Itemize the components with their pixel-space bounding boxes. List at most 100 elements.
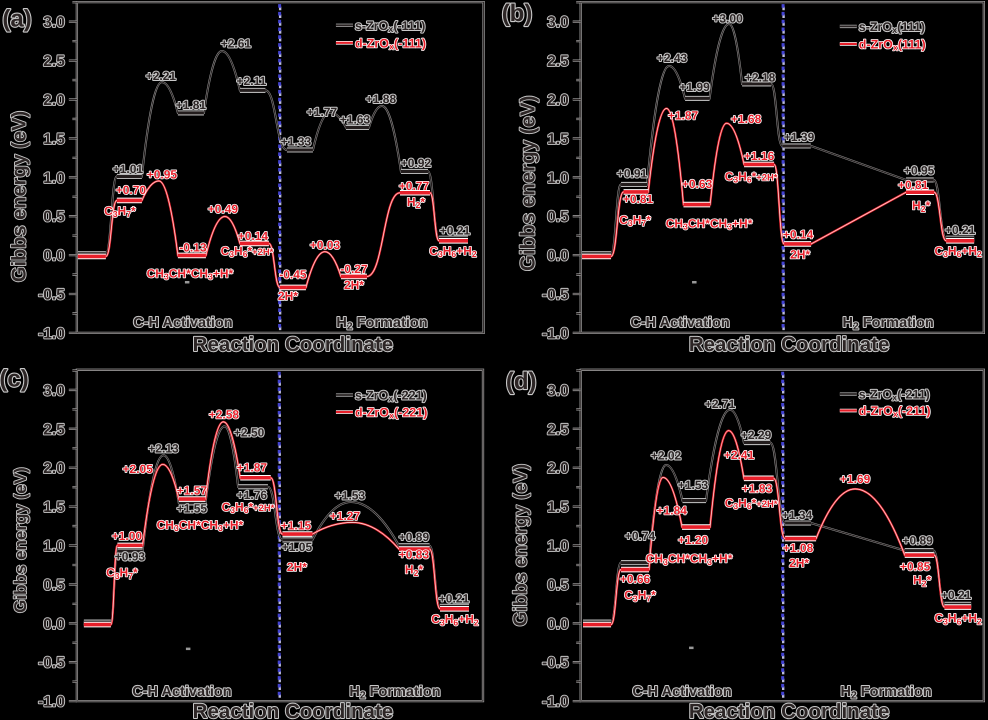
svg-text:2H*: 2H* bbox=[278, 289, 298, 303]
svg-text:+2.41: +2.41 bbox=[724, 448, 755, 462]
svg-text:+0.91: +0.91 bbox=[617, 166, 648, 180]
svg-text:+1.63: +1.63 bbox=[340, 112, 371, 126]
svg-text:Reaction Coordinate: Reaction Coordinate bbox=[689, 700, 890, 720]
svg-text:(b): (b) bbox=[502, 0, 533, 27]
svg-text:+2.13: +2.13 bbox=[148, 442, 179, 456]
svg-text:+1.83: +1.83 bbox=[742, 481, 773, 495]
svg-text:+1.01: +1.01 bbox=[113, 162, 144, 176]
svg-text:+1.00: +1.00 bbox=[112, 529, 143, 543]
svg-text:1.0: 1.0 bbox=[43, 538, 65, 555]
svg-text:+0.21: +0.21 bbox=[941, 588, 972, 602]
svg-text:H2​ Formation: H2​ Formation bbox=[841, 684, 932, 702]
svg-text:+0.83: +0.83 bbox=[399, 548, 430, 562]
svg-text:+1.69: +1.69 bbox=[840, 472, 871, 486]
svg-text:3.0: 3.0 bbox=[43, 14, 65, 31]
svg-text:2.0: 2.0 bbox=[547, 92, 569, 109]
svg-text:s-ZrOx​(-221): s-ZrOx​(-221) bbox=[355, 389, 427, 404]
svg-text:C3​H6​*+2H*: C3​H6​*+2H* bbox=[222, 500, 275, 515]
svg-text:+0.66: +0.66 bbox=[620, 572, 651, 586]
svg-text:s-ZrOx​(-111): s-ZrOx​(-111) bbox=[355, 19, 425, 34]
svg-text:1.0: 1.0 bbox=[547, 170, 569, 187]
svg-text:1.5: 1.5 bbox=[43, 131, 65, 148]
svg-text:+2.50: +2.50 bbox=[234, 426, 265, 440]
svg-text:(d): (d) bbox=[506, 368, 537, 395]
svg-text:+1.33: +1.33 bbox=[281, 134, 312, 148]
svg-text:+0.14: +0.14 bbox=[783, 227, 814, 241]
svg-text:0.5: 0.5 bbox=[43, 577, 65, 594]
svg-text:CH3​CH*CH3​+H*: CH3​CH*CH3​+H* bbox=[157, 518, 244, 533]
svg-text:C3​H7​*: C3​H7​* bbox=[104, 204, 136, 219]
svg-text:+1.08: +1.08 bbox=[783, 541, 814, 555]
svg-text:Reaction Coordinate: Reaction Coordinate bbox=[689, 333, 890, 356]
svg-text:-0.5: -0.5 bbox=[38, 286, 65, 303]
svg-text:+1.27: +1.27 bbox=[330, 509, 361, 523]
svg-text:+1.81: +1.81 bbox=[176, 98, 207, 112]
svg-text:C3​H7​*: C3​H7​* bbox=[106, 566, 138, 581]
svg-text:+1.99: +1.99 bbox=[679, 80, 710, 94]
svg-text:+0.77: +0.77 bbox=[399, 179, 430, 193]
svg-text:2.0: 2.0 bbox=[43, 92, 65, 109]
svg-text:-0.5: -0.5 bbox=[38, 655, 65, 672]
svg-text:2.5: 2.5 bbox=[43, 53, 65, 70]
svg-text:+1.53: +1.53 bbox=[678, 478, 709, 492]
svg-text:+2.58: +2.58 bbox=[209, 408, 240, 422]
svg-text:0.0: 0.0 bbox=[43, 616, 65, 633]
svg-text:+0.89: +0.89 bbox=[399, 530, 430, 544]
svg-text:-1.0: -1.0 bbox=[542, 694, 569, 711]
svg-text:+1.53: +1.53 bbox=[335, 489, 366, 503]
svg-text:s-ZrOx​(-211): s-ZrOx​(-211) bbox=[859, 388, 930, 403]
svg-text:+2.61: +2.61 bbox=[221, 36, 252, 50]
svg-text:C-H Activation: C-H Activation bbox=[132, 684, 231, 700]
svg-text:+1.55: +1.55 bbox=[177, 502, 208, 516]
svg-text:0.5: 0.5 bbox=[43, 209, 65, 226]
svg-text:+0.21: +0.21 bbox=[440, 223, 471, 237]
svg-text:+2.21: +2.21 bbox=[146, 69, 177, 83]
svg-text:C-H Activation: C-H Activation bbox=[630, 315, 729, 331]
svg-text:+1.88: +1.88 bbox=[366, 92, 397, 106]
svg-text:+1.84: +1.84 bbox=[657, 504, 688, 518]
svg-text:-0.5: -0.5 bbox=[542, 286, 569, 303]
svg-text:H2​*: H2​* bbox=[912, 199, 930, 214]
svg-text:+1.15: +1.15 bbox=[281, 519, 312, 533]
svg-text:+0.81: +0.81 bbox=[623, 192, 654, 206]
svg-text:-0.45: -0.45 bbox=[279, 267, 307, 281]
svg-text:+1.34: +1.34 bbox=[782, 508, 813, 522]
svg-text:-1.0: -1.0 bbox=[542, 325, 569, 342]
svg-text:+0.85: +0.85 bbox=[900, 559, 931, 573]
svg-text:2H*: 2H* bbox=[790, 247, 810, 261]
svg-text:+2.18: +2.18 bbox=[745, 70, 776, 84]
svg-text:d-ZrOx​(-211): d-ZrOx​(-211) bbox=[859, 404, 931, 419]
svg-text:+3.00: +3.00 bbox=[712, 11, 743, 25]
svg-text:+0.03: +0.03 bbox=[310, 238, 341, 252]
svg-text:2.5: 2.5 bbox=[547, 53, 569, 70]
svg-text:+0.92: +0.92 bbox=[401, 156, 432, 170]
svg-text:+0.49: +0.49 bbox=[208, 202, 239, 216]
svg-text:+2.43: +2.43 bbox=[657, 51, 688, 65]
svg-text:s-ZrOx​(111): s-ZrOx​(111) bbox=[859, 20, 925, 35]
svg-text:+2.02: +2.02 bbox=[651, 449, 682, 463]
svg-text:(a): (a) bbox=[2, 5, 31, 32]
svg-text:-0.13: -0.13 bbox=[179, 240, 207, 254]
svg-text:2H*: 2H* bbox=[344, 278, 364, 292]
svg-text:1.0: 1.0 bbox=[547, 538, 569, 555]
svg-text:+0.93: +0.93 bbox=[115, 550, 146, 564]
svg-text:-1.0: -1.0 bbox=[38, 694, 65, 711]
svg-text:+1.87: +1.87 bbox=[668, 108, 699, 122]
svg-text:+1.20: +1.20 bbox=[678, 533, 709, 547]
svg-text:3.0: 3.0 bbox=[547, 14, 569, 31]
svg-text:+0.14: +0.14 bbox=[238, 229, 269, 243]
svg-text:-0.5: -0.5 bbox=[542, 655, 569, 672]
svg-text:+1.87: +1.87 bbox=[237, 461, 268, 475]
svg-text:+1.16: +1.16 bbox=[744, 149, 775, 163]
svg-text:+0.74: +0.74 bbox=[625, 529, 656, 543]
svg-text:C3​H6​*+2H*: C3​H6​*+2H* bbox=[725, 169, 778, 184]
svg-text:C-H Activation: C-H Activation bbox=[632, 684, 731, 700]
svg-text:+0.95: +0.95 bbox=[147, 167, 178, 181]
svg-text:Gibbs energy (eV): Gibbs energy (eV) bbox=[11, 467, 30, 613]
svg-text:C3​H6​*+2H*: C3​H6​*+2H* bbox=[725, 496, 778, 511]
svg-text:+0.70: +0.70 bbox=[116, 183, 147, 197]
svg-text:Gibbs energy (eV): Gibbs energy (eV) bbox=[511, 464, 532, 627]
svg-text:d-ZrOx​(-111): d-ZrOx​(-111) bbox=[355, 36, 426, 51]
svg-text:3.0: 3.0 bbox=[547, 382, 569, 399]
svg-text:+2.05: +2.05 bbox=[123, 462, 154, 476]
